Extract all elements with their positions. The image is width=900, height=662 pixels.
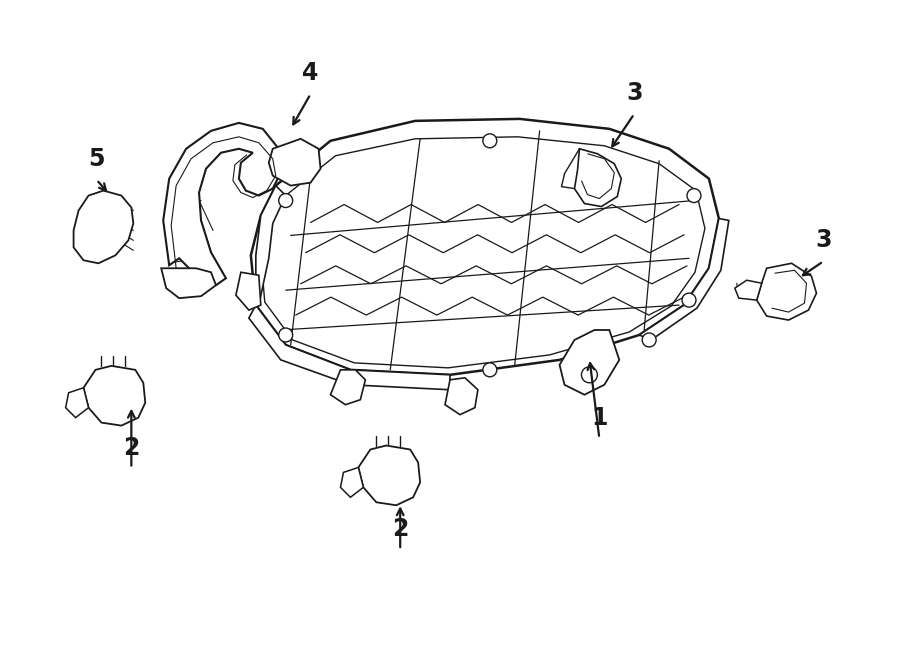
Circle shape [279,328,292,342]
Circle shape [177,276,191,290]
Polygon shape [236,272,261,310]
Text: 2: 2 [392,517,409,541]
Text: 3: 3 [815,228,832,252]
Polygon shape [757,263,816,320]
Circle shape [291,155,307,171]
Circle shape [265,173,276,185]
Text: 2: 2 [123,436,140,459]
Circle shape [687,189,701,203]
Text: 3: 3 [626,81,643,105]
Polygon shape [256,185,285,305]
Circle shape [682,293,696,307]
Polygon shape [269,139,320,185]
Circle shape [483,134,497,148]
Polygon shape [161,268,216,298]
Circle shape [483,363,497,377]
Circle shape [643,333,656,347]
Polygon shape [66,388,88,418]
Polygon shape [248,305,450,390]
Polygon shape [74,191,133,263]
Polygon shape [574,149,621,207]
Text: 5: 5 [88,147,104,171]
Polygon shape [445,378,478,414]
Polygon shape [330,370,365,404]
Text: 1: 1 [591,406,608,430]
Polygon shape [639,218,729,340]
Polygon shape [734,280,761,300]
Polygon shape [340,467,364,497]
Polygon shape [251,119,719,375]
Text: 4: 4 [302,61,319,85]
Circle shape [581,367,598,383]
Polygon shape [84,366,145,426]
Polygon shape [560,330,619,395]
Polygon shape [358,446,420,505]
Circle shape [279,193,292,207]
Polygon shape [163,123,283,285]
